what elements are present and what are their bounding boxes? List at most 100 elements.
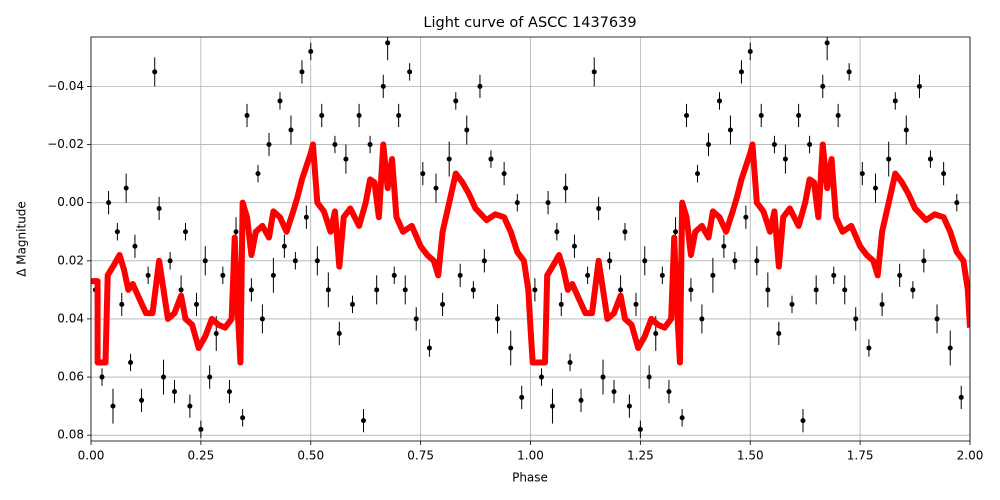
data-point bbox=[903, 127, 909, 133]
data-point bbox=[248, 287, 254, 293]
data-point bbox=[464, 127, 470, 133]
data-point bbox=[910, 287, 916, 293]
data-point bbox=[782, 156, 788, 162]
data-point bbox=[519, 394, 525, 400]
data-point bbox=[303, 214, 309, 220]
data-point bbox=[193, 301, 199, 307]
data-point bbox=[765, 287, 771, 293]
data-point bbox=[695, 171, 701, 177]
data-point bbox=[591, 69, 597, 75]
y-tick-label: 0.00 bbox=[57, 195, 84, 209]
data-point bbox=[402, 287, 408, 293]
data-point bbox=[705, 142, 711, 148]
data-point bbox=[813, 287, 819, 293]
data-point bbox=[343, 156, 349, 162]
data-point bbox=[360, 418, 366, 424]
data-point bbox=[721, 243, 727, 249]
data-point bbox=[299, 69, 305, 75]
data-point bbox=[172, 389, 178, 395]
data-point bbox=[738, 69, 744, 75]
data-point bbox=[545, 200, 551, 206]
data-point bbox=[800, 418, 806, 424]
data-point bbox=[646, 374, 652, 380]
data-point bbox=[666, 389, 672, 395]
data-point bbox=[958, 394, 964, 400]
data-point bbox=[281, 243, 287, 249]
data-point bbox=[941, 171, 947, 177]
data-point bbox=[554, 229, 560, 235]
data-point bbox=[187, 403, 193, 409]
data-point bbox=[139, 397, 145, 403]
data-point bbox=[106, 200, 112, 206]
data-point bbox=[325, 287, 331, 293]
data-point bbox=[679, 415, 685, 421]
data-point bbox=[481, 258, 487, 264]
y-axis-label: Δ Magnitude bbox=[15, 201, 29, 277]
data-point bbox=[514, 200, 520, 206]
data-point bbox=[934, 316, 940, 322]
x-tick-label: 0.75 bbox=[407, 449, 434, 463]
data-point bbox=[916, 83, 922, 89]
data-point bbox=[453, 98, 459, 104]
data-point bbox=[954, 200, 960, 206]
data-point bbox=[549, 403, 555, 409]
data-point bbox=[161, 374, 167, 380]
data-point bbox=[413, 316, 419, 322]
axes: 0.00 0.25 0.50 0.75 1.00 1.25 1.50 1.75 2.00 −0.0… bbox=[47, 79, 983, 463]
data-point bbox=[156, 205, 162, 211]
data-point bbox=[240, 415, 246, 421]
data-point bbox=[332, 142, 338, 148]
x-tick-label: 1.25 bbox=[627, 449, 654, 463]
data-point bbox=[182, 229, 188, 235]
binned-curve bbox=[91, 141, 970, 366]
data-point bbox=[114, 229, 120, 235]
data-point bbox=[277, 98, 283, 104]
data-point bbox=[145, 272, 151, 278]
data-point bbox=[859, 171, 865, 177]
data-point bbox=[684, 112, 690, 118]
data-point bbox=[927, 156, 933, 162]
data-point bbox=[440, 301, 446, 307]
data-point bbox=[350, 301, 356, 307]
plot-area bbox=[91, 37, 970, 439]
data-point bbox=[831, 272, 837, 278]
data-point bbox=[167, 258, 173, 264]
data-point bbox=[420, 171, 426, 177]
data-point bbox=[879, 301, 885, 307]
y-tick-label: 0.02 bbox=[57, 253, 84, 267]
data-point bbox=[367, 142, 373, 148]
data-point bbox=[501, 171, 507, 177]
data-point bbox=[319, 112, 325, 118]
data-point bbox=[266, 142, 272, 148]
data-point bbox=[336, 330, 342, 336]
data-point bbox=[853, 316, 859, 322]
data-point bbox=[207, 374, 213, 380]
data-point bbox=[477, 83, 483, 89]
data-point bbox=[532, 287, 538, 293]
data-point bbox=[99, 374, 105, 380]
data-point bbox=[563, 185, 569, 191]
data-point bbox=[633, 301, 639, 307]
data-point bbox=[255, 171, 261, 177]
data-point bbox=[626, 403, 632, 409]
data-point bbox=[433, 185, 439, 191]
data-point bbox=[119, 301, 125, 307]
x-axis-label: Phase bbox=[512, 471, 548, 485]
data-point bbox=[380, 83, 386, 89]
y-tick-label: −0.04 bbox=[47, 79, 84, 93]
data-point bbox=[123, 185, 129, 191]
data-point bbox=[132, 243, 138, 249]
data-point bbox=[921, 258, 927, 264]
data-point bbox=[637, 426, 643, 432]
data-point bbox=[233, 229, 239, 235]
data-point bbox=[385, 40, 391, 46]
data-point bbox=[226, 389, 232, 395]
chart-title: Light curve of ASCC 1437639 bbox=[423, 15, 636, 31]
data-point bbox=[356, 112, 362, 118]
data-point bbox=[578, 397, 584, 403]
data-point bbox=[611, 389, 617, 395]
data-point bbox=[688, 287, 694, 293]
y-tick-label: −0.02 bbox=[47, 137, 84, 151]
data-point bbox=[607, 258, 613, 264]
data-point bbox=[426, 345, 432, 351]
